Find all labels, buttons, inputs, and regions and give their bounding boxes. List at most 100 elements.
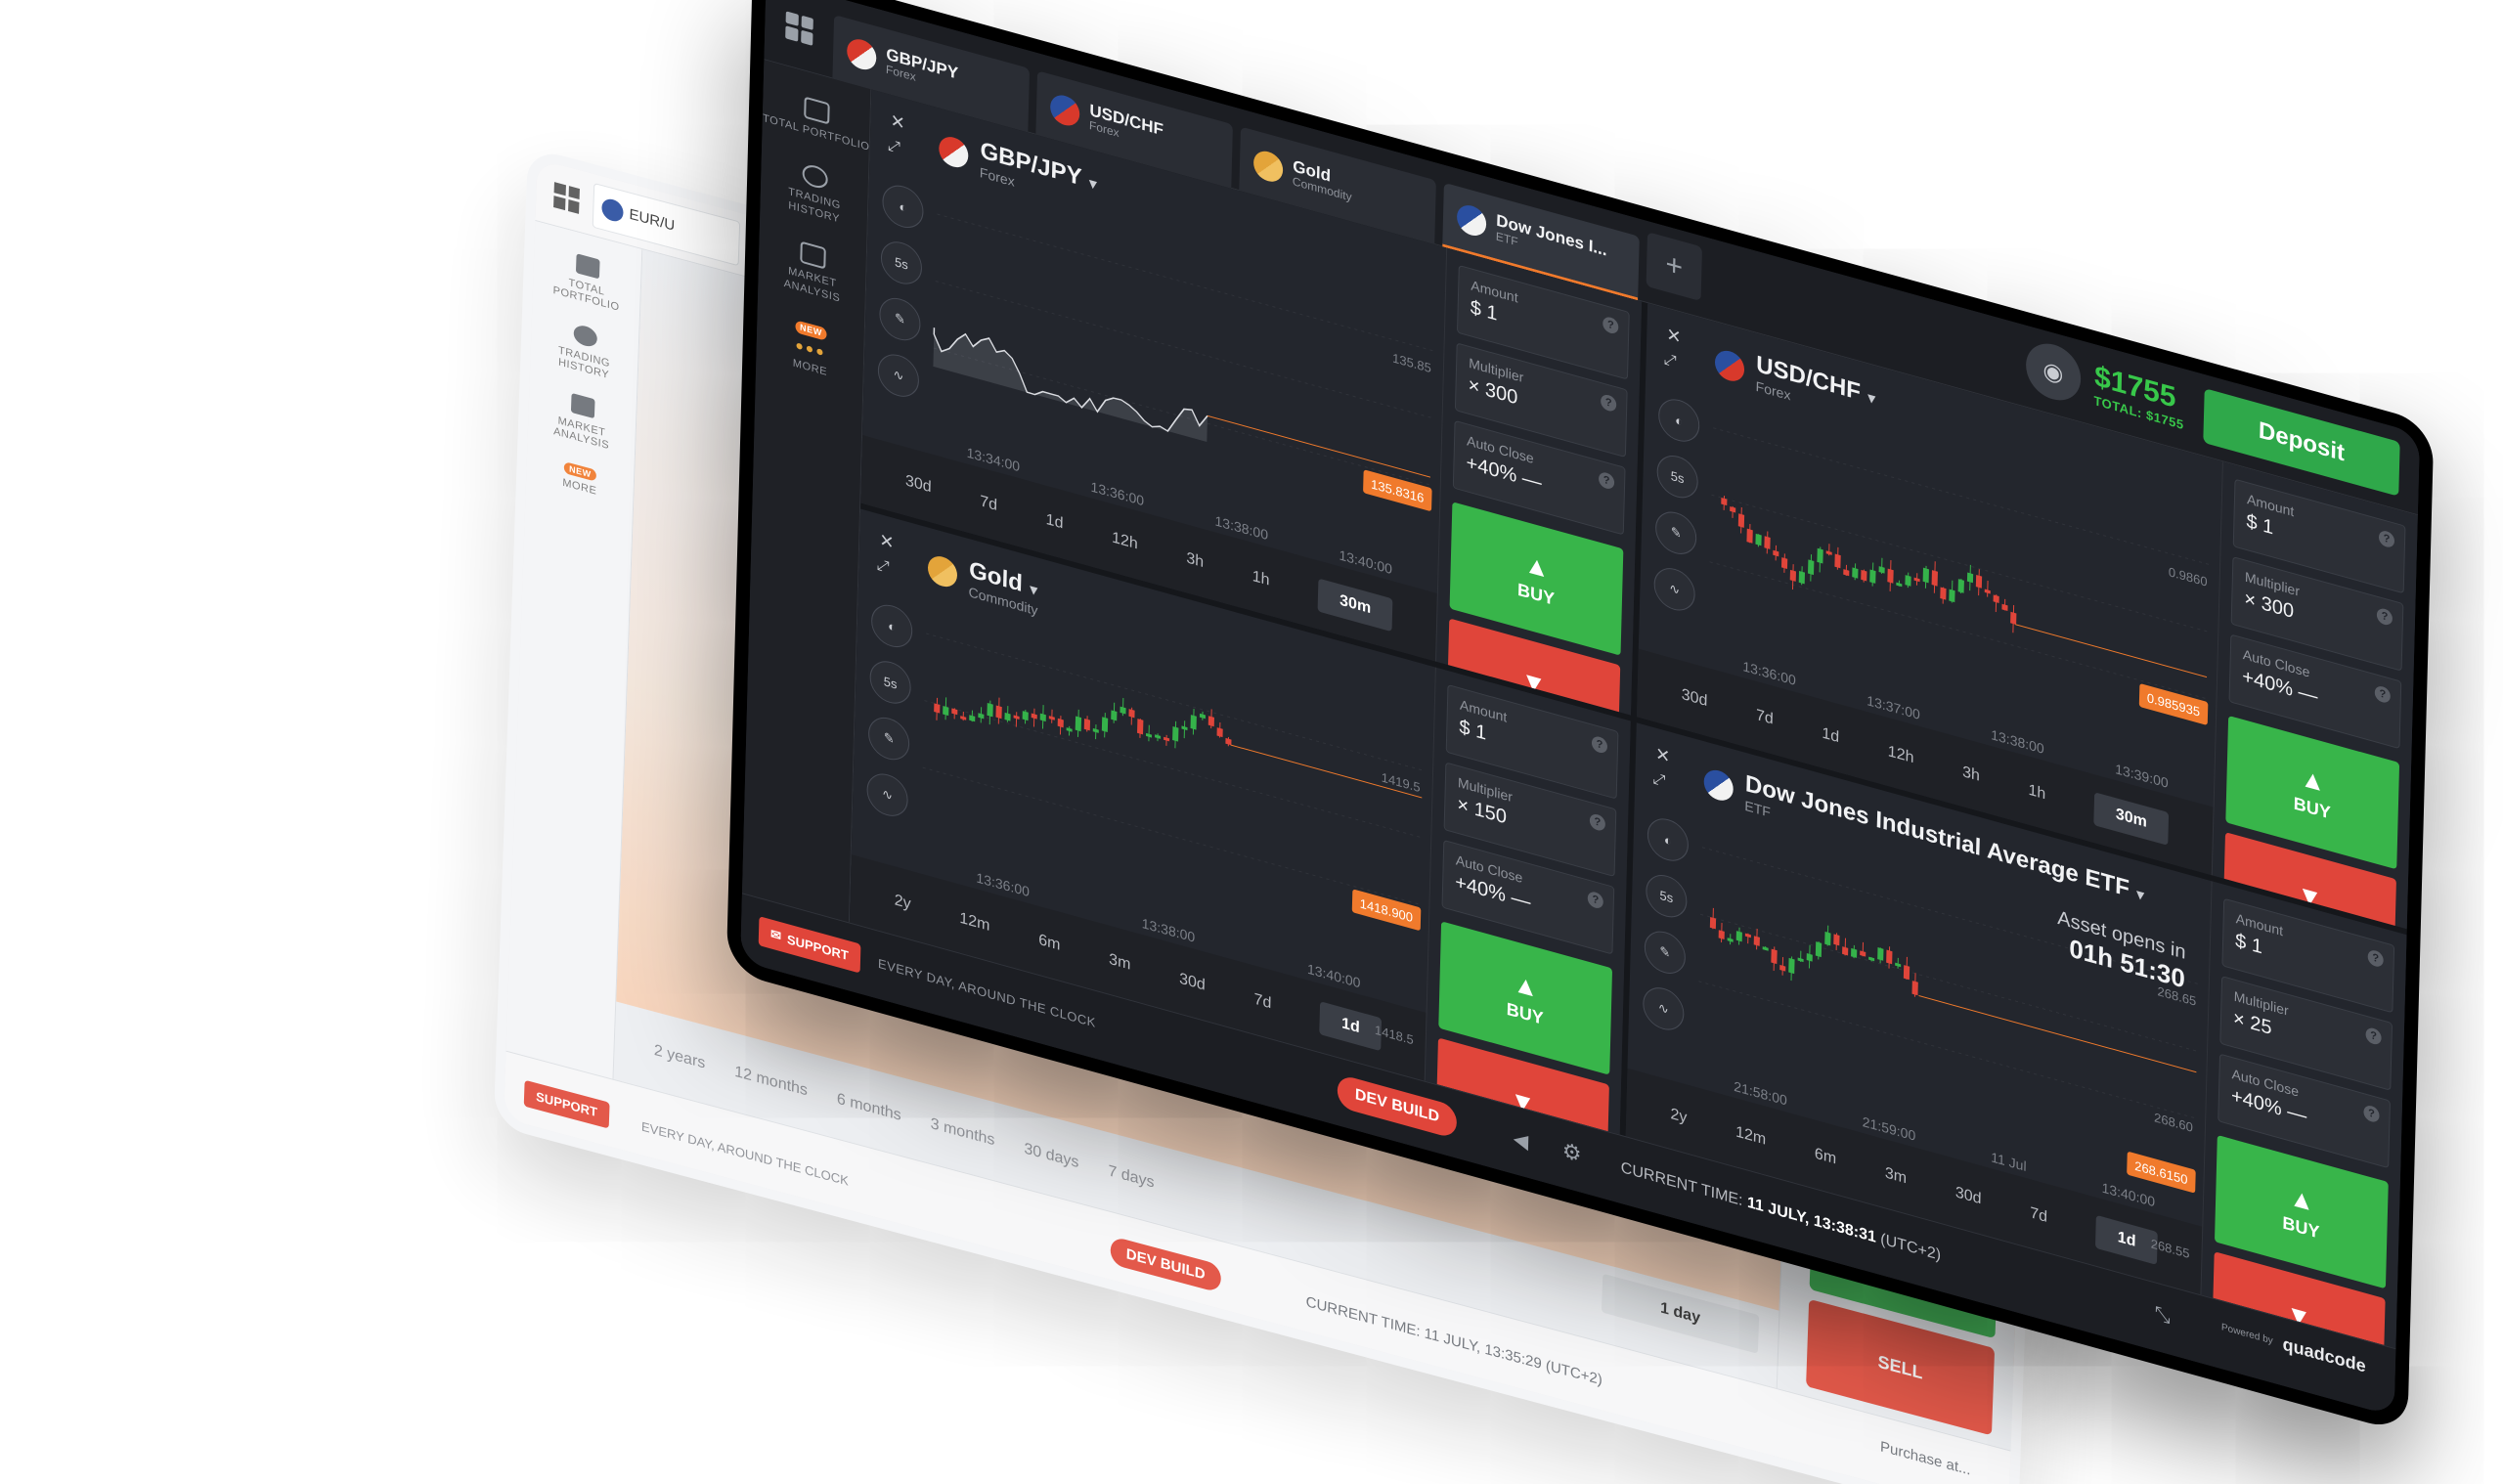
price-chart[interactable] xyxy=(850,509,1435,1081)
candle-wick xyxy=(1978,569,1980,596)
timeframe-option[interactable]: 1d xyxy=(1045,510,1064,533)
interval-button[interactable]: 5s xyxy=(1656,451,1699,503)
chart-area[interactable]: ✕⤢GBP/JPY ▼Forex◐5s✎∿135.85135.80135.831… xyxy=(860,89,1446,662)
add-tab-button[interactable]: + xyxy=(1646,231,1703,301)
draw-icon[interactable]: ✎ xyxy=(1644,926,1687,979)
close-icon[interactable]: ✕ xyxy=(1654,743,1671,767)
back-sidebar-more[interactable]: NEW MORE xyxy=(536,454,625,504)
back-tf[interactable]: 12 months xyxy=(733,1063,809,1100)
support-button[interactable]: ✉ SUPPORT xyxy=(758,916,861,974)
back-support-button[interactable]: SUPPORT xyxy=(523,1079,610,1129)
timeframe-option[interactable]: 30d xyxy=(1178,970,1207,994)
gear-icon[interactable]: ⚙ xyxy=(1561,1137,1582,1167)
back-tf[interactable]: 6 months xyxy=(836,1090,902,1124)
back-sidebar-portfolio[interactable]: TOTAL PORTFOLIO xyxy=(542,244,632,316)
candle-wick xyxy=(1791,564,1794,590)
back-tf[interactable]: 2 years xyxy=(653,1041,706,1072)
analysis-icon xyxy=(570,392,595,419)
timeframe-option[interactable]: 1d xyxy=(2095,1214,2158,1265)
timeframe-option[interactable]: 2y xyxy=(1670,1105,1688,1127)
back-sidebar-analysis[interactable]: MARKET ANALYSIS xyxy=(537,384,627,456)
timeframe-option[interactable]: 3h xyxy=(1186,549,1205,572)
chart-area[interactable]: ✕ ⤢ Dow Jones Industrial Average ETF ▼ ETF ◐… xyxy=(1625,722,2212,1295)
sidebar-item-analysis[interactable]: MARKET ANALYSIS xyxy=(758,230,866,313)
trading-screen: GBP/JPY Forex USD/CHF Forex Gold Commodity Dow… xyxy=(740,0,2421,1417)
draw-icon[interactable]: ✎ xyxy=(878,292,921,346)
back-tf[interactable]: 7 days xyxy=(1108,1162,1155,1192)
timeframe-option[interactable]: 30d xyxy=(904,472,932,497)
sidebar-item-history[interactable]: TRADING HISTORY xyxy=(761,151,869,234)
timeframe-option[interactable]: 12h xyxy=(1887,743,1914,767)
current-price-line xyxy=(1918,995,2197,1073)
grid-icon[interactable] xyxy=(553,181,580,214)
close-icon[interactable]: ✕ xyxy=(890,109,906,134)
timeframe-option[interactable]: 3m xyxy=(1108,950,1131,974)
timeframe-option[interactable]: 7d xyxy=(1755,706,1775,728)
chevron-down-icon: ▼ xyxy=(2132,885,2148,905)
timeframe-option[interactable]: 12h xyxy=(1111,529,1138,553)
sidebar-item-more[interactable]: NEW ●●● MORE xyxy=(756,309,864,389)
timeframe-option[interactable]: 1h xyxy=(1252,567,1270,589)
chart-grid: ✕⤢GBP/JPY ▼Forex◐5s✎∿135.85135.80135.831… xyxy=(849,89,2418,1349)
flag-icon xyxy=(1049,91,1080,129)
expand-icon[interactable]: ⤢ xyxy=(887,137,901,157)
candle-wick xyxy=(936,697,939,720)
back-tf[interactable]: 30 days xyxy=(1024,1140,1079,1172)
chart-area[interactable]: ✕⤢USD/CHF ▼Forex◐5s✎∿0.98600.98580.98593… xyxy=(1636,303,2222,876)
timeframe-option[interactable]: 7d xyxy=(980,493,998,515)
candle-wick xyxy=(1773,946,1776,972)
back-purchase[interactable]: Purchase at... xyxy=(1879,1438,1971,1479)
chart-area[interactable]: ✕⤢Gold ▼Commodity◐5s✎∿1419.51419.01418.5… xyxy=(849,509,1435,1081)
candle-wick xyxy=(997,697,1000,724)
candle-wick xyxy=(1113,702,1116,723)
timeframe-option[interactable]: 30m xyxy=(1317,578,1393,633)
back-tf[interactable]: 3 months xyxy=(930,1115,995,1150)
timeframe-option[interactable]: 6m xyxy=(1037,931,1061,954)
back-sidebar-history[interactable]: TRADING HISTORY xyxy=(540,315,630,386)
candle-wick xyxy=(1756,928,1758,950)
timeframe-option[interactable]: 30d xyxy=(1954,1184,1982,1208)
candle-wick xyxy=(1889,559,1892,592)
timeframe-option[interactable]: 3m xyxy=(1884,1164,1908,1188)
chevron-down-icon: ▼ xyxy=(1865,388,1879,409)
timeframe-option[interactable]: 30m xyxy=(2093,792,2170,846)
timeframe-option[interactable]: 1d xyxy=(1822,724,1840,747)
timeframe-option[interactable]: 12m xyxy=(1735,1123,1767,1149)
trade-panel: Amount $ 1? Multiplier × 300? Auto Close +40%… xyxy=(1435,247,1643,716)
expand-icon[interactable]: ⤢ xyxy=(1652,769,1666,791)
timeframe-option[interactable]: 1d xyxy=(1319,1001,1383,1052)
candle-wick xyxy=(1969,564,1971,591)
candle-wick xyxy=(1810,553,1813,582)
expand-icon[interactable]: ⤢ xyxy=(1663,350,1677,371)
price-chart[interactable] xyxy=(1637,303,2222,875)
current-price-line xyxy=(1230,744,1423,799)
balance[interactable]: $1755 TOTAL: $1755 xyxy=(2093,360,2184,432)
price-line xyxy=(933,327,1208,433)
timeframe-option[interactable]: 30d xyxy=(1681,685,1708,711)
interval-button[interactable]: 5s xyxy=(880,237,923,289)
volume-icon[interactable]: ◀ xyxy=(1513,1127,1529,1154)
expand-icon[interactable]: ⤢ xyxy=(876,556,890,577)
sidebar-item-portfolio[interactable]: TOTAL PORTFOLIO xyxy=(763,85,871,155)
candle-wick xyxy=(1210,709,1212,729)
price-chart[interactable] xyxy=(1626,722,2212,1294)
camera-icon[interactable]: ◉ xyxy=(2025,336,2082,407)
timeframe-option[interactable]: 6m xyxy=(1814,1145,1837,1168)
timeframe-option[interactable]: 1h xyxy=(2028,781,2046,804)
candle-wick xyxy=(1906,956,1908,981)
close-icon[interactable]: ✕ xyxy=(879,529,895,553)
grid-line xyxy=(922,766,1420,905)
timeframe-option[interactable]: 12m xyxy=(959,909,990,936)
draw-icon[interactable]: ✎ xyxy=(867,712,910,765)
candle-wick xyxy=(1783,553,1785,573)
timeframe-option[interactable]: 3h xyxy=(1961,764,1981,785)
timeframe-option[interactable]: 7d xyxy=(1253,990,1272,1013)
timeframe-option[interactable]: 2y xyxy=(894,892,911,913)
draw-icon[interactable]: ✎ xyxy=(1654,506,1697,559)
collapse-icon[interactable]: ⤡ xyxy=(2154,1302,2171,1329)
timeframe-option[interactable]: 7d xyxy=(2030,1204,2048,1227)
interval-button[interactable]: 5s xyxy=(869,656,912,709)
interval-button[interactable]: 5s xyxy=(1645,870,1688,923)
close-icon[interactable]: ✕ xyxy=(1666,324,1682,348)
price-chart[interactable] xyxy=(860,89,1446,661)
